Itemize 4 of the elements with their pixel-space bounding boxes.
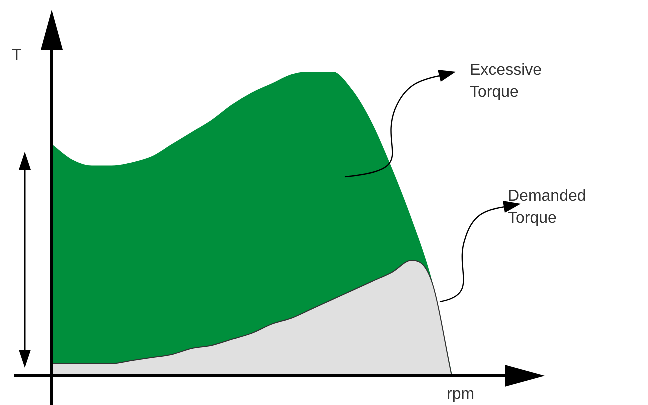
x-axis-title: rpm (447, 385, 475, 405)
y-axis-title: T (12, 46, 22, 66)
text: Excessive Torque (470, 61, 544, 103)
text: Demanded Torque (508, 187, 588, 229)
